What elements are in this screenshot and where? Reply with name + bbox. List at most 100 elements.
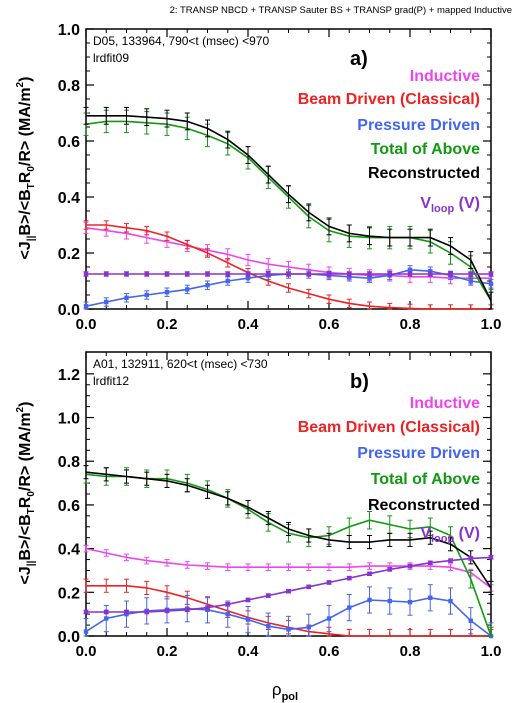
point-vloop [488, 271, 494, 277]
y-tick-label: 0.8 [58, 78, 80, 95]
point-pressure [104, 616, 109, 621]
point-pressure [407, 599, 413, 605]
point-vloop [306, 584, 311, 590]
point-pressure [428, 269, 433, 274]
x-tick-label: 0.2 [157, 643, 178, 660]
point-vloop [245, 597, 251, 603]
point-vloop [164, 608, 170, 614]
point-pressure [225, 278, 230, 284]
point-vloop [347, 575, 352, 581]
y-tick-label: 1.2 [58, 367, 80, 384]
point-pressure [83, 304, 89, 309]
x-tick-label: 1.0 [481, 316, 502, 333]
point-vloop [225, 602, 230, 607]
legend-entry-vloop: Vloop (V) [420, 525, 480, 545]
info-line-1: A01, 132911, 620<t (msec) <730 [93, 357, 268, 371]
point-vloop [306, 271, 311, 277]
point-pressure [164, 290, 170, 295]
point-pressure [468, 618, 473, 623]
y-tick-label: 0.6 [58, 134, 80, 151]
point-pressure [286, 627, 291, 632]
point-vloop [164, 271, 170, 277]
info-line-2: lrdfit12 [93, 374, 129, 388]
legend-entry-inductive: Inductive [410, 395, 480, 412]
legend-entry-beam: Beam Driven (Classical) [298, 419, 480, 436]
point-vloop [104, 609, 109, 615]
point-pressure [185, 287, 190, 292]
panel-label: b) [350, 371, 369, 393]
y-tick-label: 0.4 [58, 190, 80, 207]
point-vloop [387, 271, 392, 277]
point-vloop [83, 271, 89, 277]
x-tick-label: 0.2 [157, 316, 178, 333]
legend-entry-reconstructed: Reconstructed [368, 497, 480, 514]
point-pressure [306, 625, 311, 630]
y-tick-label: 0.2 [58, 246, 80, 263]
point-vloop [488, 555, 494, 560]
point-vloop [428, 560, 433, 566]
point-vloop [205, 271, 210, 277]
point-vloop [144, 271, 149, 277]
point-pressure [428, 595, 433, 600]
x-tick-label: 0.8 [400, 316, 421, 333]
x-tick-label: 0.8 [400, 643, 421, 660]
x-tick-label: 0.0 [76, 643, 97, 660]
point-pressure [326, 616, 332, 621]
x-tick-label: 0.4 [238, 316, 260, 333]
legend-entry-beam: Beam Driven (Classical) [298, 91, 480, 108]
x-tick-label: 0.6 [319, 643, 340, 660]
point-vloop [266, 271, 271, 277]
y-tick-label: 1.0 [58, 411, 80, 428]
point-vloop [286, 271, 291, 277]
point-vloop [448, 558, 453, 563]
point-vloop [205, 605, 210, 610]
x-tick-label: 1.0 [481, 643, 502, 660]
point-vloop [124, 271, 129, 277]
point-vloop [326, 580, 332, 585]
point-pressure [367, 597, 372, 603]
point-pressure [468, 278, 473, 284]
point-pressure [83, 629, 89, 634]
point-pressure [347, 605, 352, 610]
point-pressure [245, 617, 251, 622]
point-vloop [245, 271, 251, 277]
point-vloop [185, 607, 190, 612]
legend-entry-pressure: Pressure Driven [357, 117, 480, 134]
y-tick-label: 0.0 [58, 302, 80, 319]
point-pressure [367, 276, 372, 281]
info-line-1: D05, 133964, 790<t (msec) <970 [93, 34, 269, 48]
point-vloop [83, 609, 89, 615]
point-vloop [347, 271, 352, 277]
point-vloop [104, 271, 109, 277]
point-pressure [407, 267, 413, 272]
point-vloop [144, 609, 149, 615]
panel-a: 0.0 0.2 0.4 0.6 0.8 1.0 0.0 0.2 0.4 0.6 0.8 1.0 a) D0… [58, 22, 502, 333]
point-vloop [407, 563, 413, 569]
point-vloop [448, 271, 453, 277]
point-vloop [367, 271, 372, 277]
legend-entry-pressure: Pressure Driven [357, 445, 480, 462]
panel-label: a) [350, 48, 368, 70]
legend-entry-vloop: Vloop (V) [420, 195, 480, 215]
y-axis-label-b: <J||B>/<BTR0/R> (MA/m2) [15, 402, 37, 585]
x-tick-label: 0.0 [76, 316, 97, 333]
point-pressure [124, 295, 129, 300]
x-axis-label: ρpol [272, 680, 298, 703]
point-vloop [185, 271, 190, 277]
point-vloop [468, 556, 473, 561]
legend-entry-reconstructed: Reconstructed [368, 165, 480, 182]
y-tick-label: 0.2 [58, 585, 80, 602]
point-pressure [266, 623, 271, 629]
figure-header: 2: TRANSP NBCD + TRANSP Sauter BS + TRAN… [170, 5, 512, 16]
point-vloop [286, 589, 291, 594]
info-line-2: lrdfit09 [93, 51, 129, 65]
point-pressure [104, 299, 109, 305]
point-pressure [144, 292, 149, 298]
y-tick-label: 0.6 [58, 498, 80, 515]
point-pressure [205, 283, 210, 288]
point-pressure [488, 281, 494, 286]
panel-b: 0.0 0.2 0.4 0.6 0.8 1.0 0.0 0.2 0.4 0.6 0.8 1.0 1.2 b… [58, 351, 502, 660]
legend-entry-total: Total of Above [371, 141, 480, 158]
y-axis-label-a: <J||B>/<BTR0/R> (MA/m2) [15, 77, 37, 260]
